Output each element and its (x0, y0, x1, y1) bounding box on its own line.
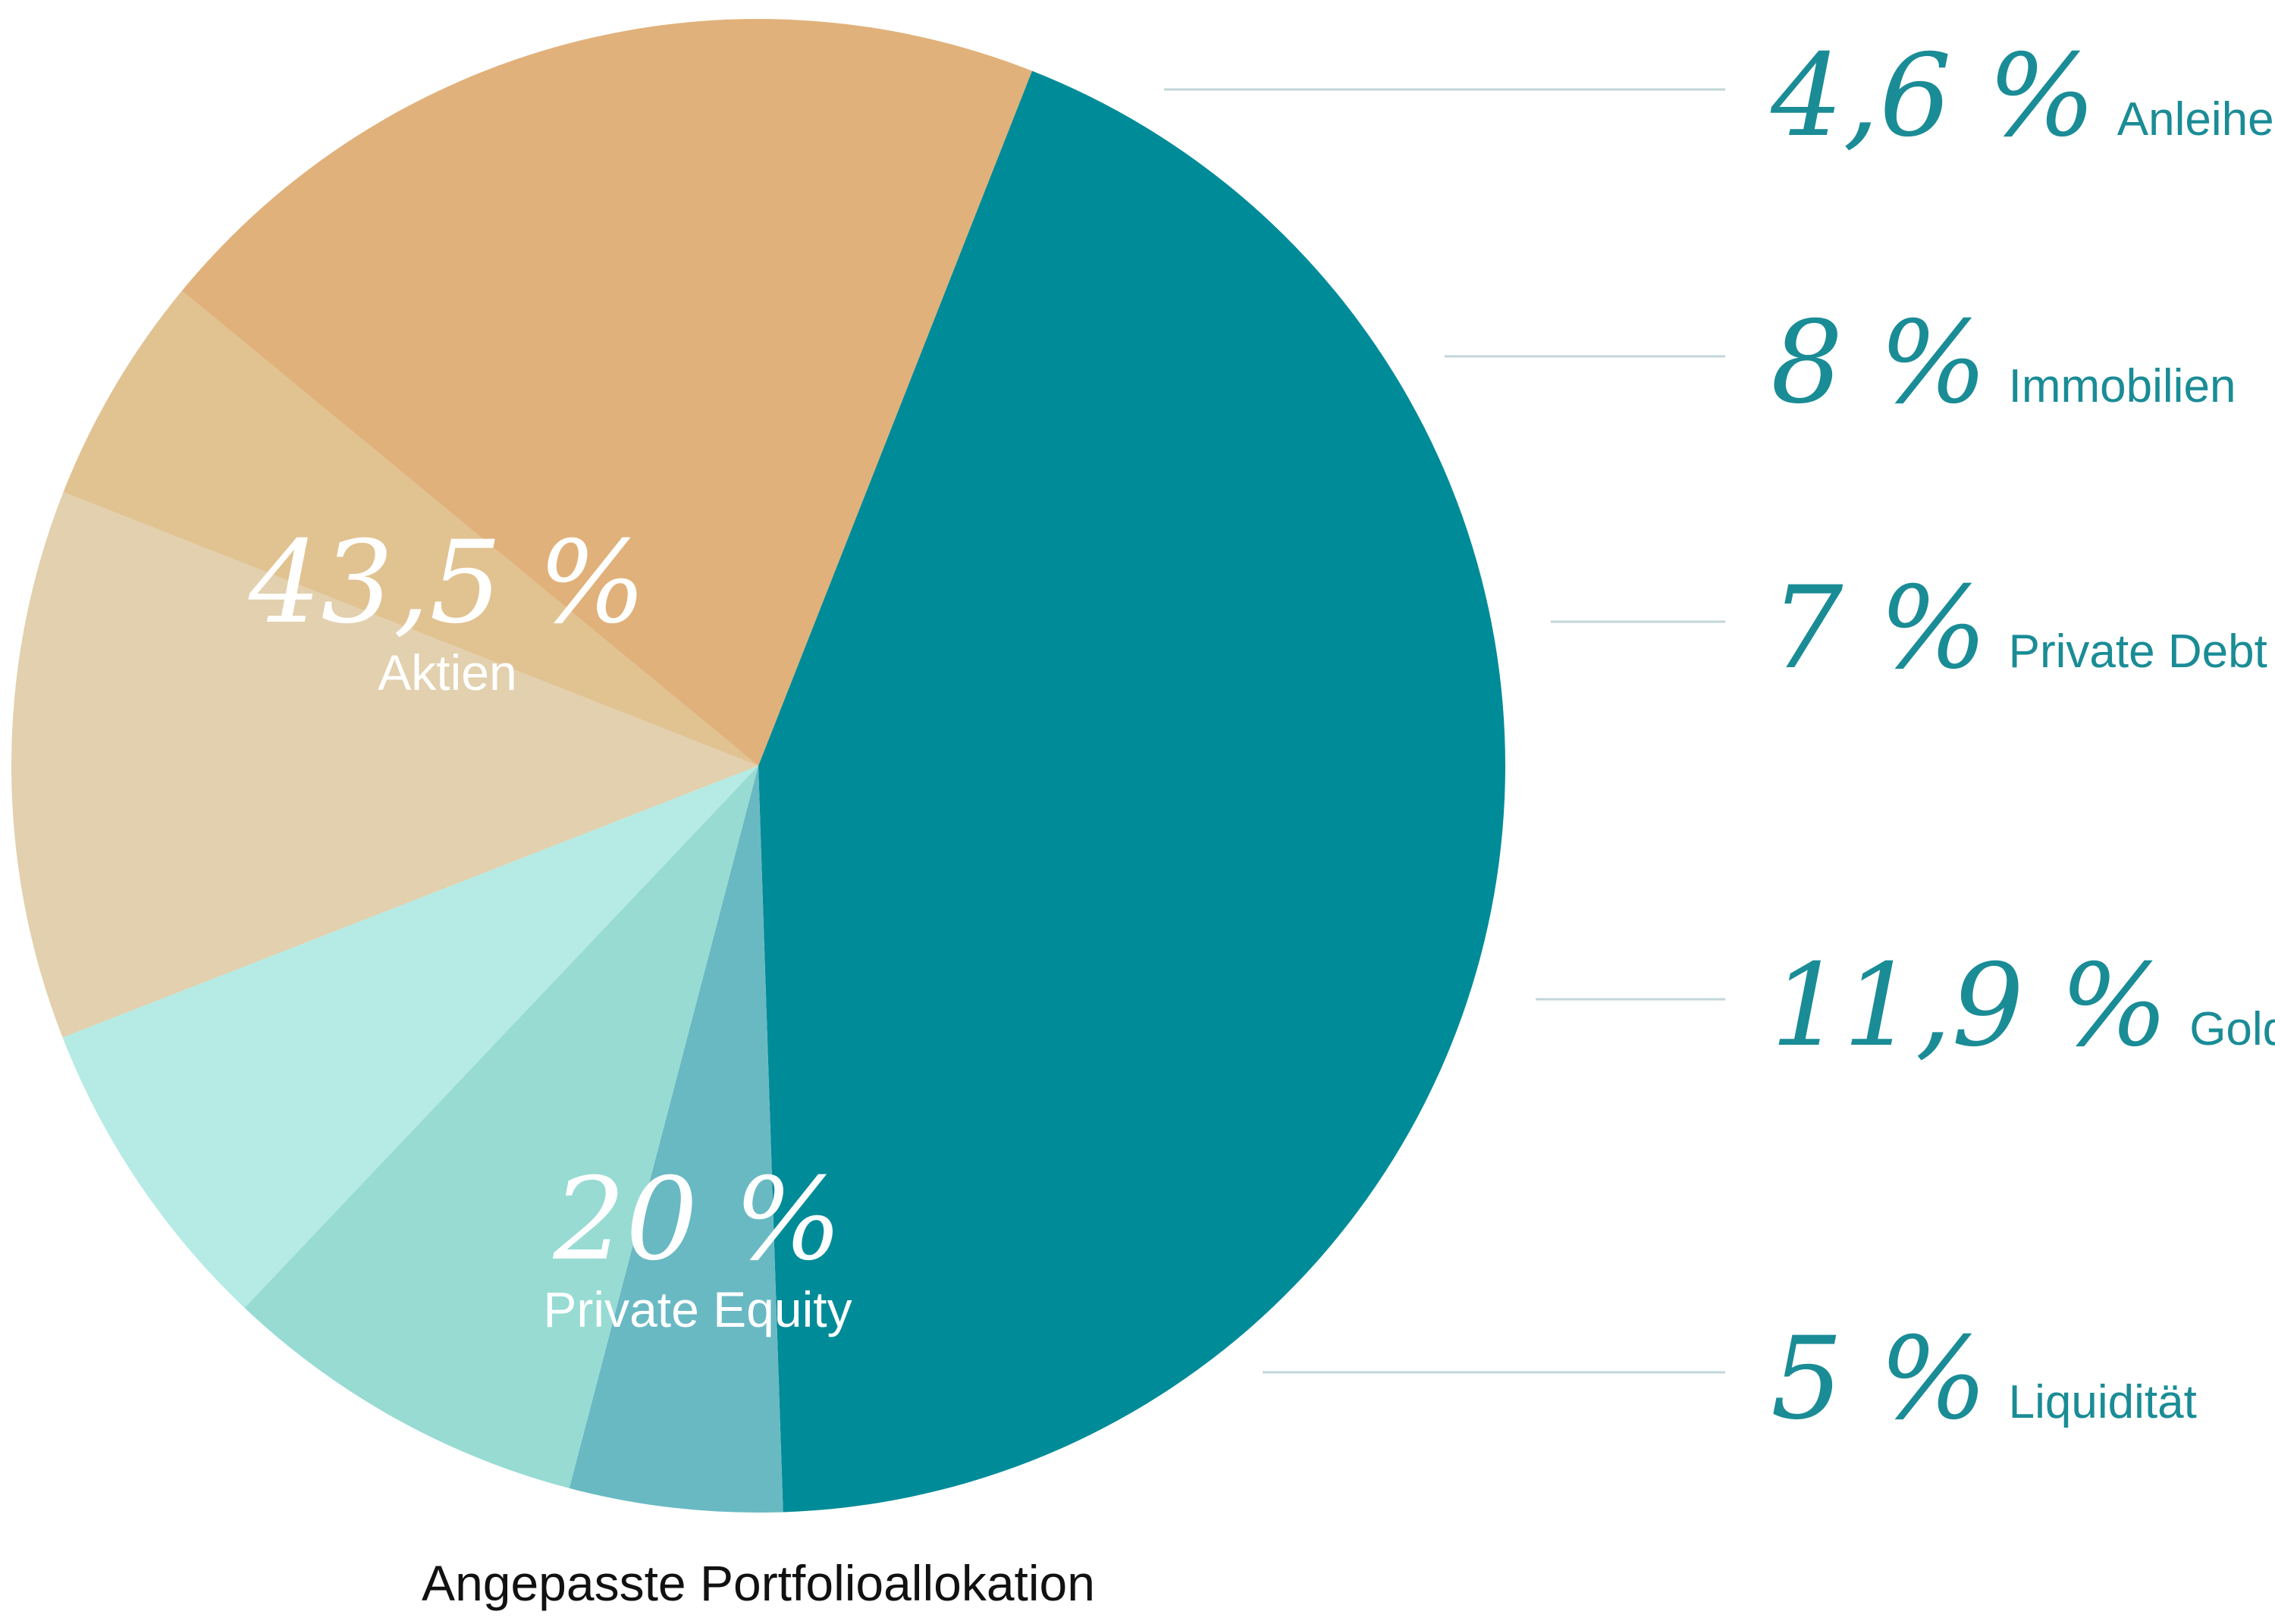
slice-name-liquiditaet: Liquidität (2009, 1376, 2197, 1428)
slice-value-immobilien: 8 % (1771, 297, 1988, 429)
pie-slice-liquiditaet (63, 290, 759, 767)
slice-value-liquiditaet: 5 % (1771, 1313, 1988, 1445)
pie-slices (11, 19, 1505, 1513)
pie-slice-private-equity (181, 19, 1033, 767)
slice-name-private-equity: Private Equity (543, 1281, 852, 1337)
slice-label-liquiditaet: 5 % Liquidität (1771, 1313, 2197, 1445)
chart-caption: Angepasste Portfolioallokation (422, 1555, 1095, 1611)
slice-label-immobilien: 8 % Immobilien (1771, 297, 2236, 429)
slice-value-anleihen: 4,6 % (1770, 30, 2096, 162)
slice-value-aktien: 43,5 % (248, 517, 646, 649)
slice-label-gold: 11,9 % Gold (1771, 940, 2275, 1072)
slice-value-gold: 11,9 % (1771, 940, 2168, 1072)
pie-slice-aktien (758, 71, 1505, 1513)
slice-name-private-debt: Private Debt (2009, 625, 2267, 678)
pie-slice-immobilien (244, 766, 759, 1488)
slice-label-private-debt: 7 % Private Debt (1771, 563, 2267, 694)
pie-slice-gold (11, 492, 759, 1038)
pie-slice-anleihen (569, 766, 783, 1513)
slice-label-anleihen: 4,6 % Anleihen (1770, 30, 2275, 162)
slice-name-anleihen: Anleihen (2117, 93, 2275, 146)
slice-name-immobilien: Immobilien (2009, 360, 2236, 412)
slice-value-private-equity: 20 % (552, 1154, 842, 1286)
slice-name-aktien: Aktien (378, 644, 516, 701)
slice-name-gold: Gold (2189, 1003, 2275, 1055)
slice-value-private-debt: 7 % (1771, 563, 1988, 694)
slice-labels: 43,5 %Aktien 4,6 % Anleihen 8 % Immobilien 7 … (248, 30, 2275, 1445)
pie-slice-private-debt (62, 766, 758, 1308)
leader-lines (1164, 88, 1725, 1374)
